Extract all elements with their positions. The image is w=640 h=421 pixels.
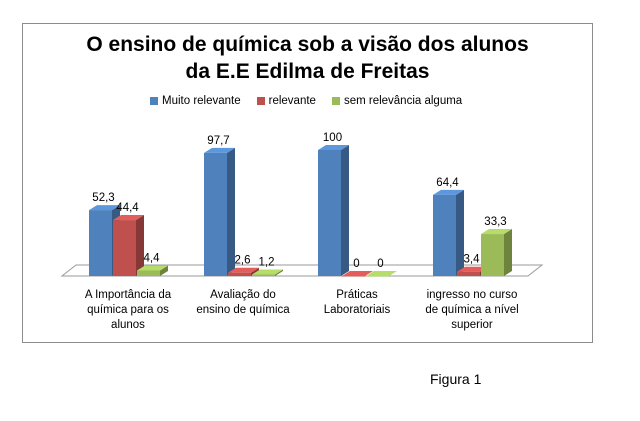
bar	[113, 220, 136, 276]
bar	[366, 276, 389, 277]
legend-item-muito-relevante: Muito relevante	[150, 95, 241, 107]
bar	[89, 210, 112, 276]
category-label-line: superior	[451, 319, 493, 331]
chart-title: O ensino de química sob a visão dos alun…	[22, 31, 593, 85]
data-label: 33,3	[484, 216, 506, 228]
bar-top	[457, 266, 488, 272]
chart-frame	[22, 23, 593, 343]
data-label: 3,4	[464, 254, 481, 266]
data-label: 0	[377, 258, 383, 270]
bar	[342, 276, 365, 277]
bar-top	[252, 269, 283, 275]
bar	[228, 272, 251, 276]
bar-side	[341, 145, 349, 276]
legend-swatch-sem-relevancia	[331, 97, 340, 105]
legend-label-muito-relevante: Muito relevante	[162, 95, 241, 107]
bar-top	[342, 271, 373, 276]
bar-top	[113, 215, 144, 221]
category-label-line: química para os	[87, 304, 169, 316]
chart-title-line-1: O ensino de química sob a visão dos alun…	[86, 33, 529, 56]
data-label: 1,2	[259, 256, 275, 268]
category-label-line: ensino de química	[196, 304, 290, 316]
category-label: ingresso no curso de química a nível super…	[416, 288, 528, 333]
legend-label-sem-relevancia: sem relevância alguma	[343, 95, 463, 107]
bar-side	[504, 229, 512, 276]
bar-side	[160, 265, 168, 276]
bar-top	[137, 265, 168, 271]
category-label-line: ingresso no curso	[426, 289, 518, 301]
bar	[318, 150, 341, 276]
data-label: 64,4	[436, 177, 459, 189]
category-label: A Importância da química para os alunos	[72, 288, 184, 333]
data-label: 0	[353, 258, 359, 270]
bar-side	[136, 215, 144, 276]
bar-top	[228, 267, 259, 273]
bar	[433, 194, 456, 276]
legend-item-relevante: relevante	[256, 95, 316, 107]
category-label-line: A Importância da	[84, 289, 172, 301]
bar	[137, 270, 160, 276]
data-label: 44,4	[116, 202, 139, 214]
bar	[252, 274, 275, 276]
category-label: Avaliação do ensino de química	[187, 288, 299, 318]
figure-caption: Figura 1	[430, 371, 482, 387]
bar-top	[318, 145, 349, 150]
data-label: 52,3	[92, 192, 114, 204]
category-label: Práticas Laboratoriais	[301, 288, 413, 318]
category-label-line: alunos	[111, 319, 145, 331]
bar-side	[275, 269, 283, 276]
bar-side	[227, 147, 235, 276]
category-label-line: Avaliação do	[210, 289, 276, 301]
category-label-line: Práticas	[336, 289, 378, 301]
bar-top	[433, 189, 464, 195]
chart-plot: 52,3 97,7 100 64,4 44,4 2,6 0 3,4 4,4 1,2 0 33,3	[60, 132, 544, 277]
bar-top	[204, 147, 235, 153]
bar	[204, 152, 227, 276]
chart-legend: Muito relevante relevante sem relevância…	[150, 95, 462, 107]
legend-swatch-muito-relevante	[150, 97, 158, 105]
data-label: 97,7	[207, 135, 229, 147]
data-label: 2,6	[235, 255, 251, 267]
bar-top	[481, 229, 512, 235]
bar-top	[366, 271, 397, 276]
chart-title-line-2: da E.E Edilma de Freitas	[185, 60, 430, 83]
data-label: 4,4	[144, 252, 161, 264]
category-label-line: de química a nível	[425, 304, 519, 316]
bar-top	[89, 205, 120, 211]
data-label: 100	[323, 132, 342, 144]
legend-label-relevante: relevante	[268, 95, 316, 107]
bar	[457, 271, 480, 276]
bar-side	[456, 189, 464, 276]
category-label-line: Laboratoriais	[323, 304, 391, 316]
legend-swatch-relevante	[256, 97, 265, 105]
bar	[481, 234, 504, 276]
legend-item-sem-relevancia: sem relevância alguma	[331, 95, 463, 107]
